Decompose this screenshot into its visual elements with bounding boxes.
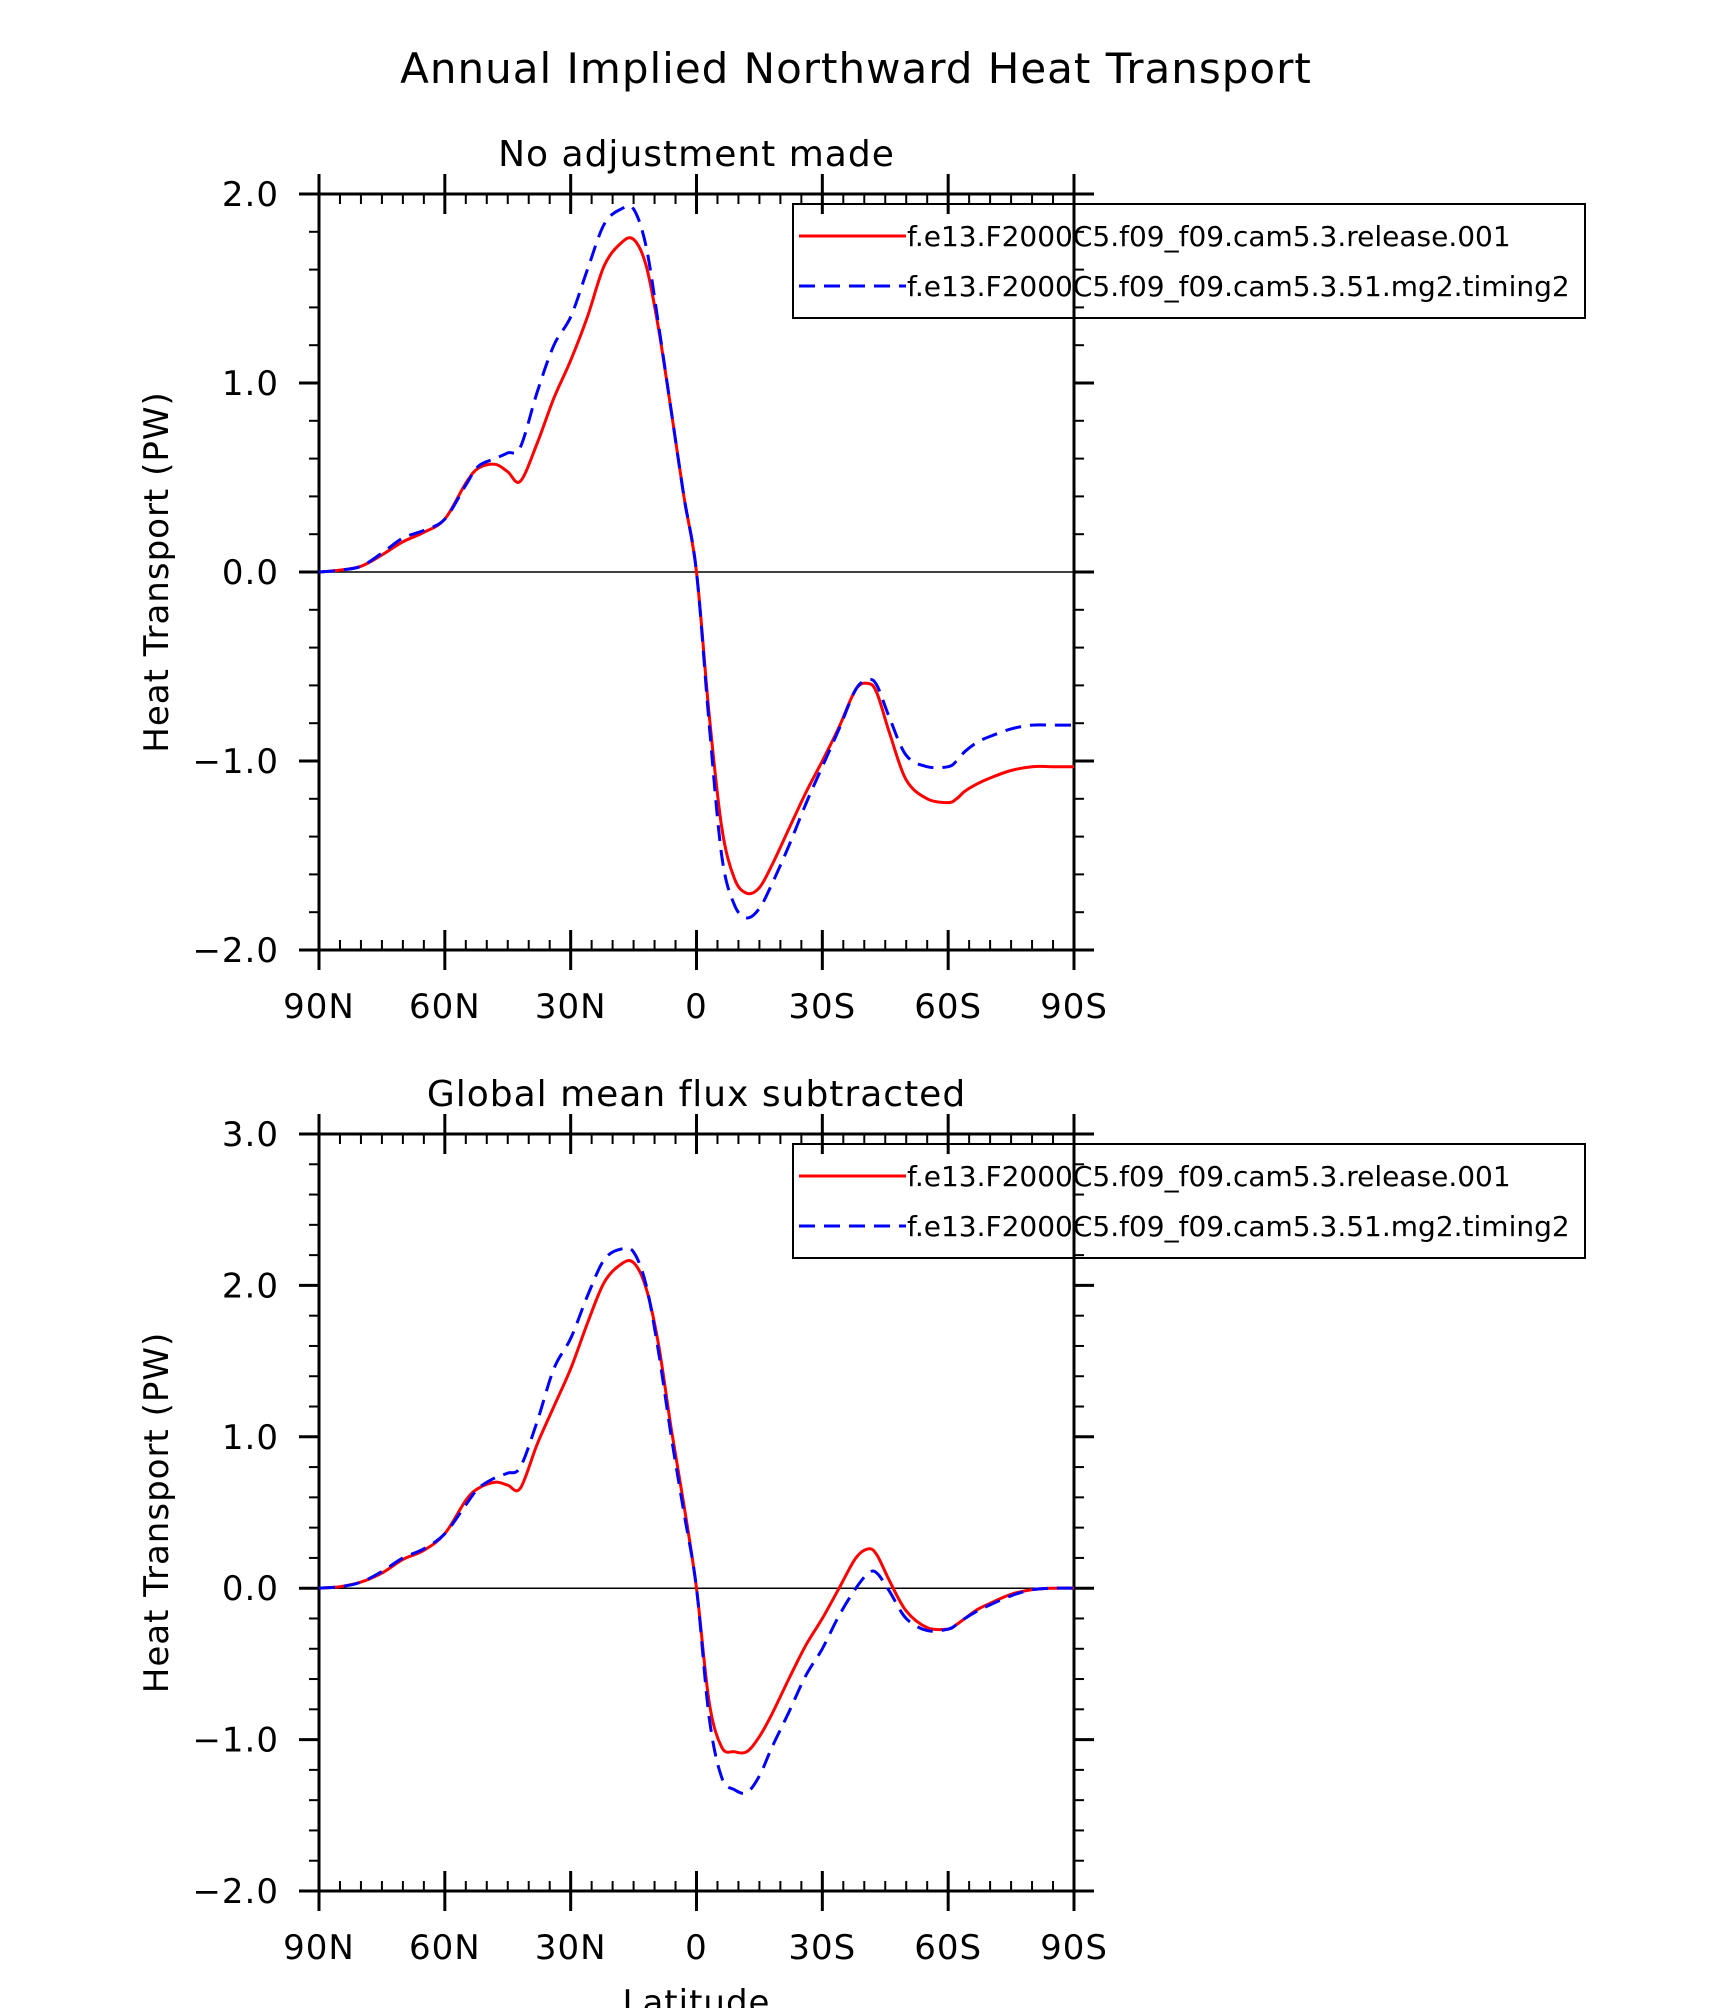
x-tick-label: 60S — [914, 1928, 982, 1968]
legend-box — [792, 203, 1586, 319]
y-tick-label: −1.0 — [192, 742, 279, 782]
y-tick-label: −2.0 — [192, 931, 279, 971]
x-axis-label: Latitude — [623, 1983, 771, 2008]
panel-title: Global mean flux subtracted — [427, 1074, 966, 1115]
y-tick-label: 0.0 — [222, 553, 279, 593]
chart-panels: No adjustment made 90N 60N 30N 0 30S 60S 90S 2.0… — [137, 134, 1586, 2008]
x-tick-label: 0 — [685, 987, 708, 1027]
x-tick-label: 60N — [409, 987, 481, 1027]
y-tick-label: 0.0 — [222, 1569, 279, 1609]
y-tick-label: 1.0 — [222, 1418, 279, 1458]
legend-label-1: f.e13.F2000C5.f09_f09.cam5.3.release.001 — [907, 1160, 1511, 1193]
series-line-2 — [318, 204, 1074, 920]
x-tick-label: 90S — [1040, 1928, 1108, 1968]
x-tick-label: 60N — [409, 1928, 481, 1968]
x-tick-label: 0 — [685, 1928, 708, 1968]
y-tick-label: 1.0 — [222, 364, 279, 404]
x-tick-label: 30S — [788, 987, 856, 1027]
y-tick-label: 2.0 — [222, 175, 279, 215]
legend-label-1: f.e13.F2000C5.f09_f09.cam5.3.release.001 — [907, 220, 1511, 253]
legend: f.e13.F2000C5.f09_f09.cam5.3.release.001… — [792, 203, 1586, 319]
y-tick-label: 3.0 — [222, 1115, 279, 1155]
x-tick-label: 90N — [283, 987, 355, 1027]
chart-panel-2: Global mean flux subtracted 90N 60N 30N 0 30S… — [137, 1074, 1586, 2008]
legend: f.e13.F2000C5.f09_f09.cam5.3.release.001… — [792, 1143, 1586, 1259]
x-tick-label: 30N — [535, 1928, 607, 1968]
y-tick-label: −2.0 — [192, 1872, 279, 1912]
x-tick-label: 90S — [1040, 987, 1108, 1027]
y-axis-label: Heat Transport (PW) — [137, 391, 177, 752]
legend-label-2: f.e13.F2000C5.f09_f09.cam5.3.51.mg2.timi… — [907, 270, 1570, 303]
y-tick-label: 2.0 — [222, 1266, 279, 1306]
chart-panel-1: No adjustment made 90N 60N 30N 0 30S 60S 90S 2.0… — [137, 134, 1586, 1027]
figure-title: Annual Implied Northward Heat Transport — [400, 44, 1312, 93]
legend-box — [792, 1143, 1586, 1259]
x-tick-label: 30N — [535, 987, 607, 1027]
x-tick-label: 30S — [788, 1928, 856, 1968]
legend-label-2: f.e13.F2000C5.f09_f09.cam5.3.51.mg2.timi… — [907, 1210, 1570, 1243]
y-tick-label: −1.0 — [192, 1721, 279, 1761]
x-tick-label: 60S — [914, 987, 982, 1027]
y-axis-label: Heat Transport (PW) — [137, 1332, 177, 1693]
panel-title: No adjustment made — [498, 134, 895, 175]
series-line-2 — [318, 1246, 1075, 1795]
x-tick-label: 90N — [283, 1928, 355, 1968]
